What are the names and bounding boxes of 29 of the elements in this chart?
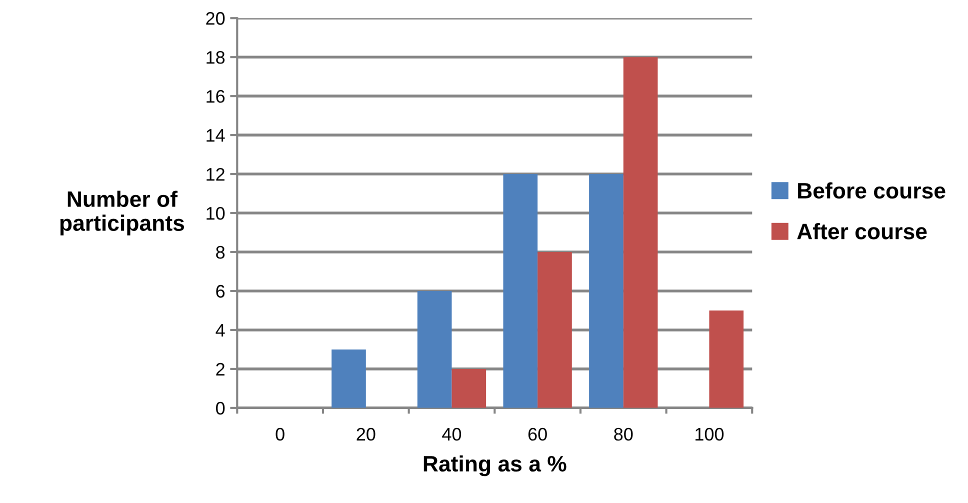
y-tick-label: 14 <box>206 129 225 142</box>
bar <box>589 174 624 408</box>
y-tick-label: 8 <box>216 246 225 259</box>
x-tick-label: 80 <box>614 428 633 441</box>
bar <box>709 310 744 408</box>
legend-label: After course <box>797 223 927 240</box>
y-tick-label: 4 <box>216 324 225 337</box>
x-tick-label: 20 <box>356 428 376 441</box>
y-axis-title: Number of participants <box>60 190 184 236</box>
bar <box>503 174 538 408</box>
x-tick-label: 60 <box>528 428 547 441</box>
y-tick-label: 10 <box>206 206 225 220</box>
y-tick-label: 20 <box>206 12 225 25</box>
y-tick-label: 18 <box>206 51 225 64</box>
x-tick-label: 100 <box>696 428 724 441</box>
y-tick-label: 6 <box>216 284 225 298</box>
x-tick-label: 40 <box>442 428 462 441</box>
x-axis-title: Rating as a % <box>424 455 566 476</box>
y-tick-label: 2 <box>216 362 224 376</box>
bar <box>452 368 486 408</box>
bar <box>538 252 572 408</box>
y-tick-label: 0 <box>216 402 225 415</box>
bar <box>623 57 658 408</box>
legend-label: Before course <box>798 182 946 199</box>
x-tick-label: 0 <box>276 428 284 441</box>
y-tick-label: 16 <box>206 90 225 103</box>
bar <box>332 349 366 408</box>
bar <box>417 290 452 408</box>
y-tick-label: 12 <box>206 168 224 181</box>
